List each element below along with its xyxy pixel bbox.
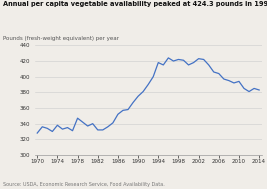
Text: Source: USDA, Economic Research Service, Food Availability Data.: Source: USDA, Economic Research Service,…	[3, 182, 164, 187]
Text: Annual per capita vegetable availability peaked at 424.3 pounds in 1996: Annual per capita vegetable availability…	[3, 1, 267, 7]
Text: Pounds (fresh-weight equivalent) per year: Pounds (fresh-weight equivalent) per yea…	[3, 36, 119, 41]
